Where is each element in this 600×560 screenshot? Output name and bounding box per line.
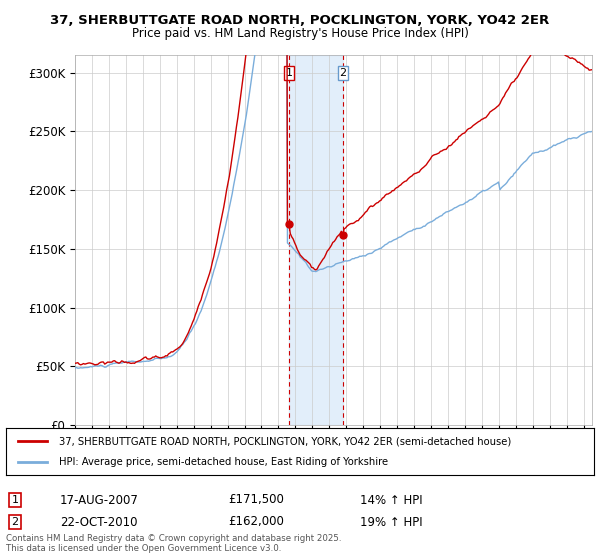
Text: 1: 1 — [286, 68, 292, 78]
Text: 37, SHERBUTTGATE ROAD NORTH, POCKLINGTON, YORK, YO42 2ER (semi-detached house): 37, SHERBUTTGATE ROAD NORTH, POCKLINGTON… — [59, 436, 511, 446]
Text: Contains HM Land Registry data © Crown copyright and database right 2025.
This d: Contains HM Land Registry data © Crown c… — [6, 534, 341, 553]
Text: 2: 2 — [11, 517, 19, 527]
Text: 17-AUG-2007: 17-AUG-2007 — [60, 493, 139, 506]
Text: 22-OCT-2010: 22-OCT-2010 — [60, 516, 137, 529]
Text: 14% ↑ HPI: 14% ↑ HPI — [360, 493, 422, 506]
Text: Price paid vs. HM Land Registry's House Price Index (HPI): Price paid vs. HM Land Registry's House … — [131, 27, 469, 40]
Text: 19% ↑ HPI: 19% ↑ HPI — [360, 516, 422, 529]
Text: £162,000: £162,000 — [228, 516, 284, 529]
Bar — [289, 55, 343, 425]
Text: 1: 1 — [11, 495, 19, 505]
Text: £171,500: £171,500 — [228, 493, 284, 506]
Text: 2: 2 — [339, 68, 346, 78]
Text: HPI: Average price, semi-detached house, East Riding of Yorkshire: HPI: Average price, semi-detached house,… — [59, 457, 388, 467]
Text: 37, SHERBUTTGATE ROAD NORTH, POCKLINGTON, YORK, YO42 2ER: 37, SHERBUTTGATE ROAD NORTH, POCKLINGTON… — [50, 14, 550, 27]
